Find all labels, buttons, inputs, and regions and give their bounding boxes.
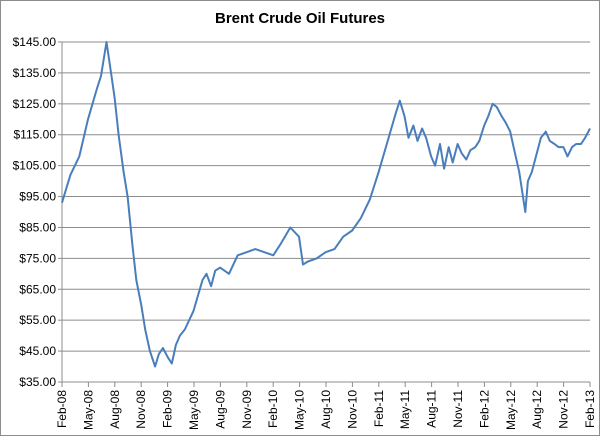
x-tick-label: Feb-10 (266, 390, 280, 428)
x-tick-label: Nov-09 (240, 390, 254, 429)
y-tick-label: $65.00 (19, 282, 56, 296)
x-tick-label: Feb-08 (55, 390, 69, 428)
x-tick-label: Feb-11 (372, 390, 386, 427)
x-tick-label: Feb-12 (477, 390, 491, 428)
x-tick-label: May-10 (293, 390, 307, 430)
y-tick-label: $95.00 (19, 190, 56, 204)
y-tick-label: $85.00 (19, 220, 56, 234)
x-tick-label: Feb-09 (161, 390, 175, 428)
chart-title: Brent Crude Oil Futures (214, 10, 386, 27)
x-tick-label: May-08 (81, 390, 95, 430)
x-tick-label: Nov-12 (557, 390, 571, 429)
axes (61, 42, 590, 383)
x-tick-label: Nov-10 (345, 390, 359, 429)
y-tick-label: $45.00 (19, 344, 56, 358)
x-tick-label: Aug-09 (213, 390, 227, 429)
y-tick-label: $105.00 (13, 159, 57, 173)
series-line (61, 41, 591, 368)
x-tick-label: May-12 (504, 390, 518, 430)
x-tick-label: May-09 (187, 390, 201, 430)
y-tick-label: $125.00 (13, 97, 57, 111)
x-tick-label: Aug-10 (319, 390, 333, 429)
x-axis-ticks: Feb-08 May-08 Aug-08 Nov-08 Feb-09 May-09 Aug-… (55, 382, 597, 430)
x-tick-label: Feb-13 (583, 390, 597, 428)
x-tick-label: Nov-08 (134, 390, 148, 429)
y-tick-label: $135.00 (13, 66, 57, 80)
y-axis-ticks: $35.00 $45.00 $55.00 $65.00 $75.00 $85.00 $95.… (13, 35, 62, 389)
x-tick-label: Aug-11 (425, 390, 439, 428)
x-tick-label: Aug-08 (108, 390, 122, 429)
gridlines (62, 41, 590, 383)
series-group (61, 41, 591, 368)
y-tick-label: $75.00 (19, 251, 56, 265)
x-tick-label: Nov-11 (451, 390, 465, 428)
y-tick-label: $145.00 (13, 35, 57, 49)
y-tick-label: $55.00 (19, 313, 56, 327)
y-tick-label: $35.00 (19, 375, 56, 389)
x-tick-label: May-11 (398, 390, 412, 429)
x-tick-label: Aug-12 (530, 390, 544, 429)
y-tick-label: $115.00 (14, 128, 57, 142)
